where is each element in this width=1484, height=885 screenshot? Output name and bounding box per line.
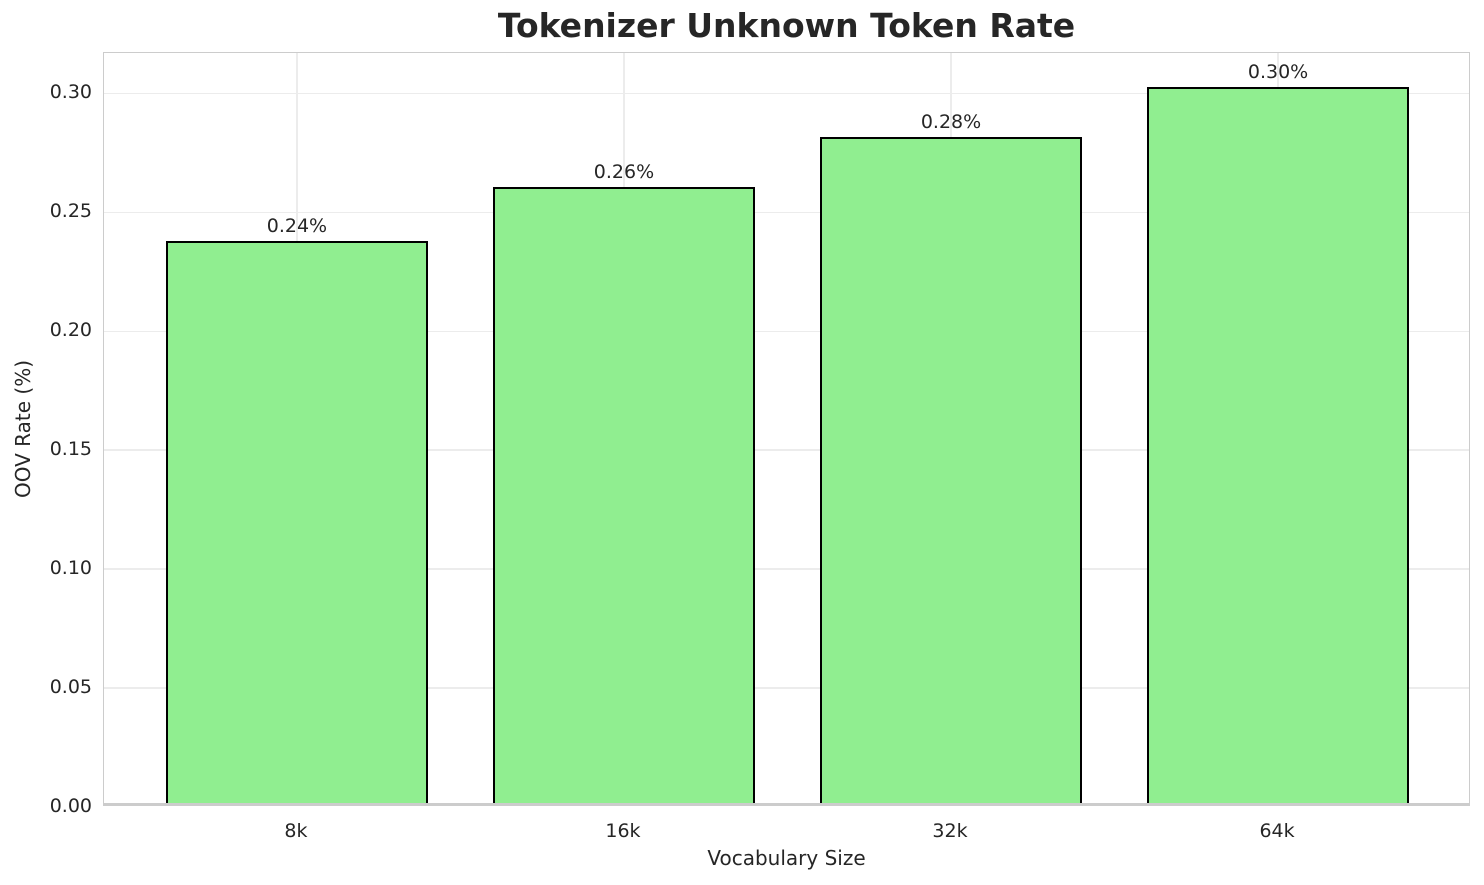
plot-area: 0.24% 0.26% 0.28% 0.30% — [103, 52, 1470, 806]
bar-value-label: 0.28% — [920, 110, 982, 133]
y-tick-label: 0.25 — [49, 200, 92, 223]
bar-value-label: 0.24% — [266, 215, 328, 238]
y-gridline — [104, 568, 1469, 570]
y-tick-label: 0.10 — [49, 557, 92, 580]
y-tick-label: 0.00 — [49, 795, 92, 817]
chart-title: Tokenizer Unknown Token Rate — [497, 6, 1076, 45]
y-tick-label: 0.05 — [49, 676, 92, 699]
y-tick-label: 0.15 — [49, 438, 92, 461]
bar — [820, 136, 1082, 805]
x-axis-spine — [104, 803, 1469, 805]
bar-value-label: 0.26% — [593, 160, 655, 183]
x-tick-label: 64k — [1259, 820, 1295, 842]
y-gridline — [104, 449, 1469, 451]
bar-value-label: 0.30% — [1247, 60, 1309, 83]
y-tick-label: 0.20 — [49, 319, 92, 342]
bar — [166, 241, 428, 805]
y-tick-label: 0.30 — [49, 81, 92, 104]
x-tick-label: 16k — [605, 820, 641, 842]
bar — [493, 186, 755, 805]
x-tick-label: 32k — [932, 820, 968, 842]
bar — [1147, 86, 1409, 805]
y-gridline — [104, 687, 1469, 689]
x-axis-label: Vocabulary Size — [707, 846, 866, 870]
x-tick-label: 8k — [284, 820, 308, 842]
y-gridline — [104, 330, 1469, 333]
y-gridline — [104, 92, 1469, 95]
y-axis-label: OOV Rate (%) — [11, 360, 35, 498]
y-gridline — [104, 211, 1469, 214]
